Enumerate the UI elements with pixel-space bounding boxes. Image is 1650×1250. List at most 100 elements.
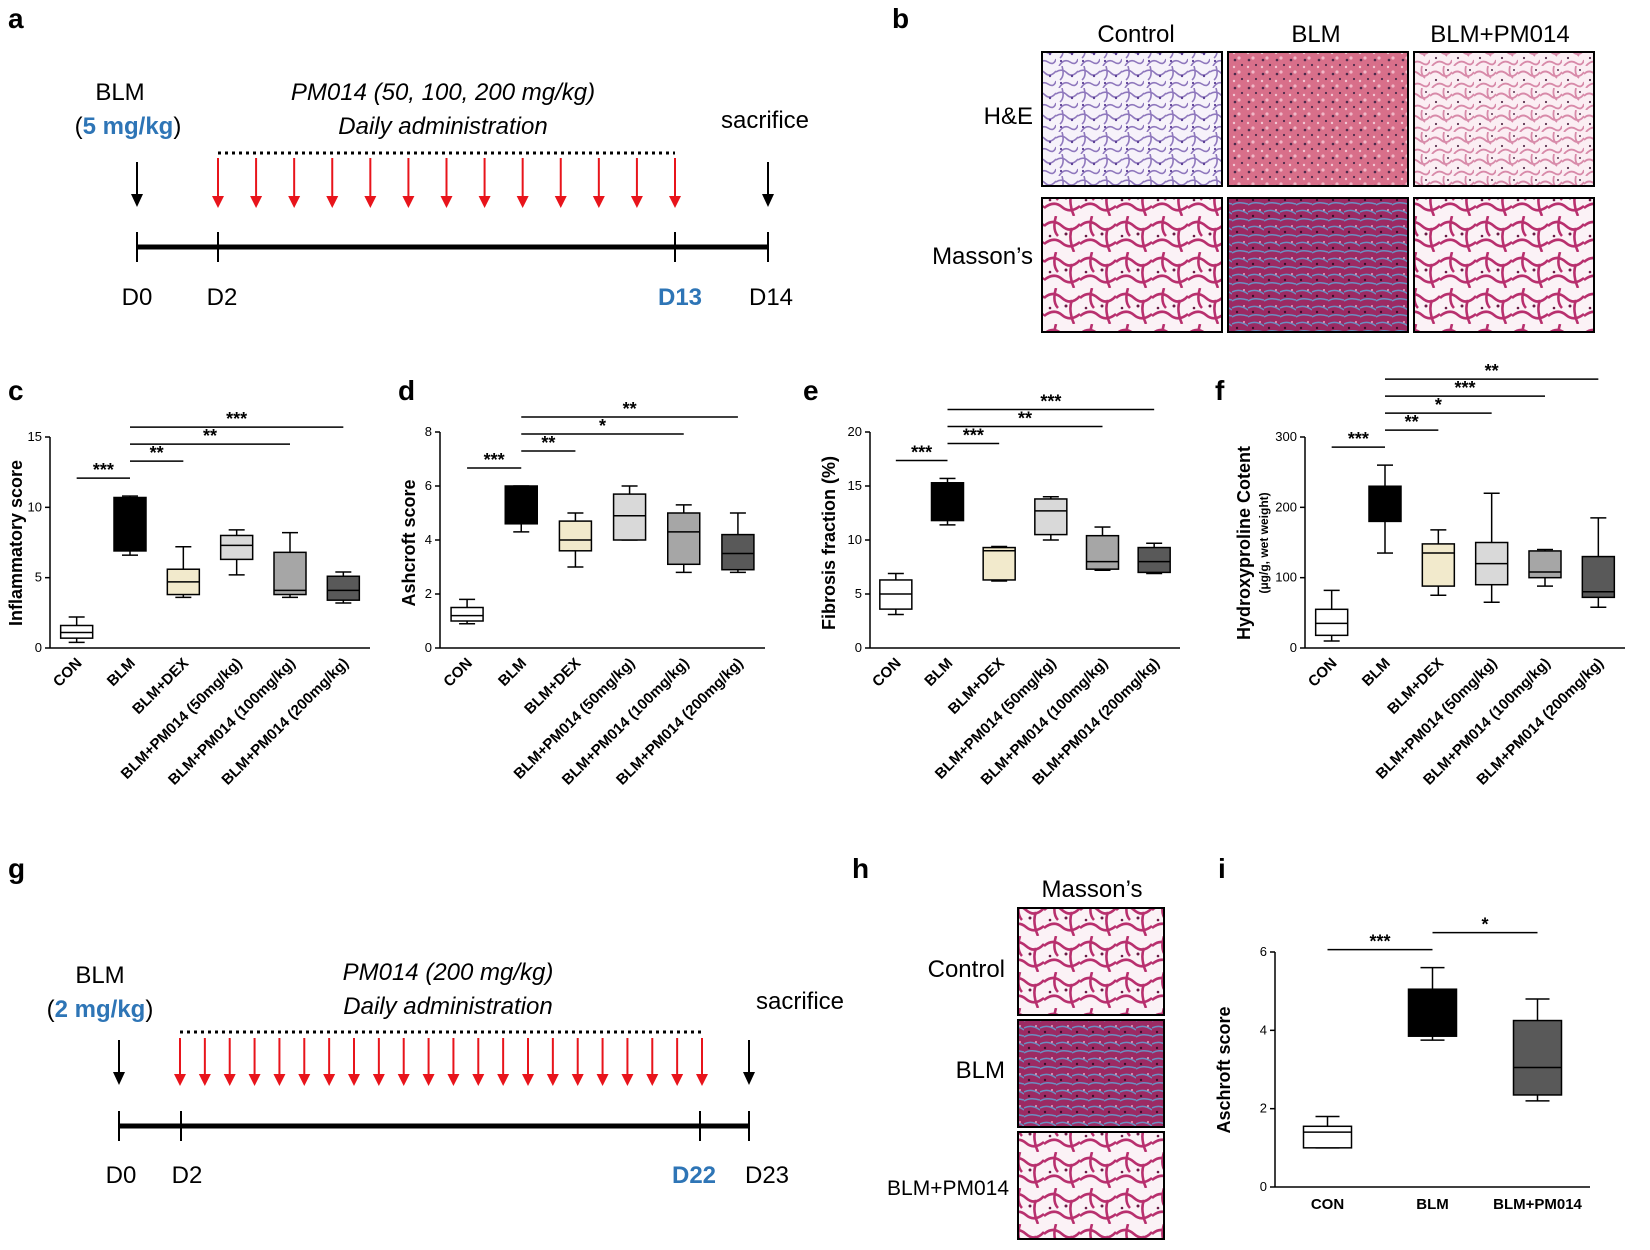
h-column-label: Masson’s: [1042, 876, 1143, 903]
significance-label: ***: [911, 442, 932, 462]
y-tick-label: 6: [1260, 944, 1267, 959]
significance-label: *: [1481, 915, 1488, 935]
x-category-label: CON: [1305, 655, 1341, 691]
panel-letter-e: e: [803, 375, 819, 406]
g-treatment-label: PM014 (200 mg/kg): [343, 959, 554, 986]
box-body: [1407, 988, 1458, 1037]
y-tick-label: 5: [855, 586, 862, 601]
g-drug-arrow-head: [113, 1072, 125, 1085]
g-arrow-head: [273, 1074, 286, 1086]
panel-letter-b: b: [892, 3, 909, 34]
g-arrow-head: [298, 1074, 311, 1086]
g-arrow-head: [546, 1074, 559, 1086]
box-5: [1137, 542, 1171, 575]
box-0: [1314, 589, 1349, 642]
h-blm-image: [1017, 1019, 1165, 1128]
box-body: [1528, 550, 1562, 579]
y-tick-label: 200: [1275, 499, 1297, 514]
significance-label: ***: [1348, 429, 1369, 449]
x-category-label: BLM: [1359, 655, 1394, 690]
g-end-arrow-head: [743, 1072, 755, 1085]
box-body: [326, 575, 361, 601]
x-category-label: BLM+PM014: [1493, 1196, 1582, 1213]
y-tick-label: 5: [35, 570, 42, 585]
chart-f: f 0 100 200 300 Hydroxyproline Cotent (μg/g, w…: [1215, 361, 1625, 789]
y-axis-subtitle: (μg/g, wet weight): [1257, 492, 1271, 593]
a-arrow-head: [402, 196, 415, 208]
a-red-arrows: [212, 158, 681, 208]
box-0: [879, 572, 913, 616]
box-0: [59, 616, 94, 644]
significance-label: ***: [963, 425, 984, 445]
a-dose-close: ): [173, 113, 181, 140]
box-body: [1314, 608, 1349, 637]
g-day-3: D23: [745, 1162, 789, 1189]
box-2: [1512, 998, 1563, 1102]
box-body: [721, 533, 755, 571]
y-tick-label: 10: [28, 499, 42, 514]
g-arrow-head: [223, 1074, 236, 1086]
significance-label: **: [623, 399, 637, 419]
box-3: [1034, 496, 1068, 541]
a-arrow-head: [364, 196, 377, 208]
g-day-0: D0: [106, 1162, 137, 1189]
y-tick-label: 0: [35, 640, 42, 655]
a-endpoint-label: sacrifice: [721, 107, 809, 134]
y-tick-label: 4: [425, 532, 432, 547]
y-axis-title: Hydroxyproline Cotent: [1234, 446, 1254, 640]
y-tick-label: 0: [425, 640, 432, 655]
x-category-label: BLM: [921, 655, 956, 690]
x-category-label: BLM: [104, 655, 139, 690]
g-dose-open: (: [47, 996, 55, 1023]
b-he-control-image: [1041, 51, 1223, 187]
box-5: [721, 512, 755, 574]
box-2: [1421, 529, 1456, 596]
g-arrow-head: [397, 1074, 410, 1086]
a-arrow-head: [212, 196, 224, 208]
box-body: [1137, 546, 1171, 574]
box-body: [1512, 1019, 1563, 1096]
g-arrow-head: [447, 1074, 460, 1086]
g-arrow-head: [671, 1074, 684, 1086]
a-dose-value: 5 mg/kg: [83, 113, 174, 140]
significance-label: ***: [1040, 391, 1061, 411]
a-arrow-head: [250, 196, 263, 208]
a-schedule-label: Daily administration: [338, 113, 547, 140]
g-arrow-head: [348, 1074, 360, 1086]
box-body: [1421, 543, 1456, 587]
b-row-masson: Masson’s: [932, 243, 1033, 270]
significance-label: ***: [93, 460, 114, 480]
y-tick-label: 8: [425, 424, 432, 439]
box-body: [113, 496, 147, 552]
h-control-image: [1017, 907, 1165, 1016]
g-endpoint-label: sacrifice: [756, 988, 844, 1015]
y-tick-label: 15: [28, 429, 42, 444]
a-day-1: D2: [207, 284, 238, 311]
box-2: [982, 545, 1016, 582]
significance-label: **: [150, 443, 164, 463]
b-he-blm-image: [1227, 51, 1409, 187]
box-body: [1085, 534, 1120, 570]
g-arrow-head: [198, 1074, 211, 1086]
g-arrow-head: [696, 1074, 708, 1086]
box-body: [930, 482, 965, 522]
box-body: [1034, 498, 1068, 536]
panel-letter-c: c: [8, 375, 24, 406]
significance-label: **: [203, 426, 217, 446]
box-body: [273, 551, 307, 596]
box-0: [450, 598, 484, 625]
g-arrow-head: [372, 1074, 385, 1086]
g-red-arrows: [174, 1038, 708, 1086]
g-day-2: D22: [672, 1162, 716, 1189]
box-5: [326, 571, 361, 604]
a-arrow-head: [592, 196, 605, 208]
a-day-0: D0: [122, 284, 153, 311]
panel-letter-d: d: [398, 375, 415, 406]
box-5: [1581, 517, 1616, 608]
x-category-label: BLM: [1416, 1196, 1449, 1213]
a-drug-arrow-head: [131, 194, 143, 207]
